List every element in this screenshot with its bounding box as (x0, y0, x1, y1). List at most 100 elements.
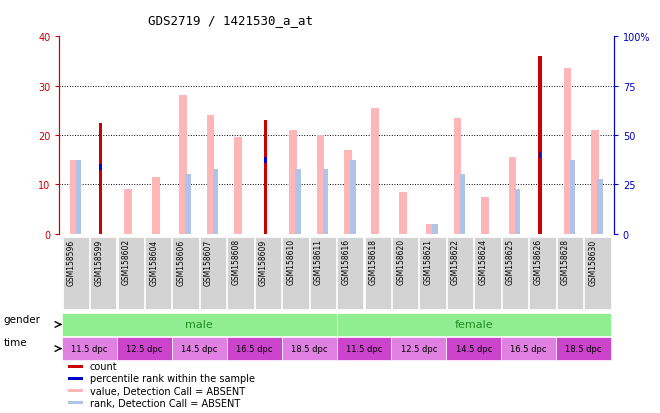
Text: GSM158626: GSM158626 (533, 239, 543, 285)
Bar (69, 160, 77, 234)
Text: gender: gender (3, 314, 40, 324)
Bar (364, 237, 391, 309)
Bar (185, 175, 191, 234)
Text: 18.5 dpc: 18.5 dpc (566, 344, 602, 353)
Text: GSM158602: GSM158602 (121, 239, 131, 285)
Bar (68, 401, 83, 404)
Text: GSM158596: GSM158596 (67, 239, 76, 285)
Bar (392, 237, 418, 309)
Bar (432, 224, 438, 234)
Bar (180, 96, 187, 234)
Text: GSM158625: GSM158625 (506, 239, 515, 285)
Text: male: male (185, 320, 213, 330)
Bar (350, 160, 356, 234)
Bar (556, 337, 611, 360)
Bar (62, 337, 117, 360)
Bar (570, 160, 575, 234)
Bar (264, 121, 267, 234)
Bar (117, 237, 144, 309)
Bar (68, 377, 83, 380)
Text: time: time (3, 337, 27, 347)
Bar (117, 337, 172, 360)
Text: percentile rank within the sample: percentile rank within the sample (90, 374, 255, 384)
Bar (152, 177, 160, 234)
Text: rank, Detection Call = ABSENT: rank, Detection Call = ABSENT (90, 398, 240, 408)
Bar (337, 313, 611, 336)
Text: GSM158604: GSM158604 (149, 239, 158, 285)
Text: GSM158610: GSM158610 (286, 239, 296, 285)
Text: GSM158608: GSM158608 (232, 239, 240, 285)
Text: female: female (455, 320, 493, 330)
Bar (255, 237, 281, 309)
Bar (172, 337, 227, 360)
Text: GSM158622: GSM158622 (451, 239, 460, 285)
Bar (564, 69, 572, 234)
Bar (289, 131, 297, 234)
Bar (207, 116, 215, 234)
Bar (317, 135, 324, 234)
Bar (372, 109, 379, 234)
Bar (68, 389, 83, 392)
Text: 16.5 dpc: 16.5 dpc (236, 344, 273, 353)
Text: 12.5 dpc: 12.5 dpc (126, 344, 162, 353)
Bar (200, 237, 226, 309)
Text: 16.5 dpc: 16.5 dpc (510, 344, 547, 353)
Bar (460, 175, 465, 234)
Bar (213, 170, 218, 234)
Bar (447, 237, 473, 309)
Text: GSM158599: GSM158599 (94, 239, 104, 285)
Text: value, Detection Call = ABSENT: value, Detection Call = ABSENT (90, 386, 245, 396)
Bar (63, 237, 89, 309)
Bar (337, 237, 364, 309)
Bar (282, 337, 337, 360)
Bar (90, 237, 116, 309)
Bar (509, 158, 516, 234)
Text: GDS2719 / 1421530_a_at: GDS2719 / 1421530_a_at (148, 14, 314, 27)
Bar (227, 237, 253, 309)
Bar (282, 237, 309, 309)
Bar (420, 237, 446, 309)
Bar (399, 192, 407, 234)
Bar (337, 337, 391, 360)
Bar (172, 237, 199, 309)
Bar (145, 237, 172, 309)
Bar (234, 138, 242, 234)
Bar (99, 123, 102, 234)
Bar (597, 180, 603, 234)
Bar (502, 237, 528, 309)
Bar (515, 190, 520, 234)
Bar (591, 131, 599, 234)
Bar (227, 337, 282, 360)
Bar (76, 160, 81, 234)
Text: GSM158621: GSM158621 (424, 239, 433, 285)
Text: GSM158616: GSM158616 (341, 239, 350, 285)
Bar (264, 157, 267, 163)
Text: 18.5 dpc: 18.5 dpc (291, 344, 327, 353)
Text: GSM158607: GSM158607 (204, 239, 213, 285)
Bar (557, 237, 583, 309)
Text: GSM158611: GSM158611 (314, 239, 323, 285)
Text: GSM158624: GSM158624 (478, 239, 488, 285)
Bar (529, 237, 556, 309)
Bar (584, 237, 610, 309)
Bar (323, 170, 328, 234)
Bar (481, 197, 489, 234)
Text: 14.5 dpc: 14.5 dpc (182, 344, 218, 353)
Text: 14.5 dpc: 14.5 dpc (455, 344, 492, 353)
Bar (391, 337, 446, 360)
Bar (539, 152, 541, 158)
Bar (426, 224, 434, 234)
Bar (454, 119, 461, 234)
Bar (344, 150, 352, 234)
Bar (475, 237, 501, 309)
Text: 11.5 dpc: 11.5 dpc (346, 344, 382, 353)
Bar (446, 337, 502, 360)
Text: GSM158620: GSM158620 (396, 239, 405, 285)
Text: 11.5 dpc: 11.5 dpc (71, 344, 108, 353)
Text: GSM158618: GSM158618 (369, 239, 378, 285)
Bar (62, 313, 337, 336)
Bar (125, 190, 132, 234)
Bar (539, 57, 542, 234)
Text: GSM158609: GSM158609 (259, 239, 268, 285)
Text: count: count (90, 361, 117, 372)
